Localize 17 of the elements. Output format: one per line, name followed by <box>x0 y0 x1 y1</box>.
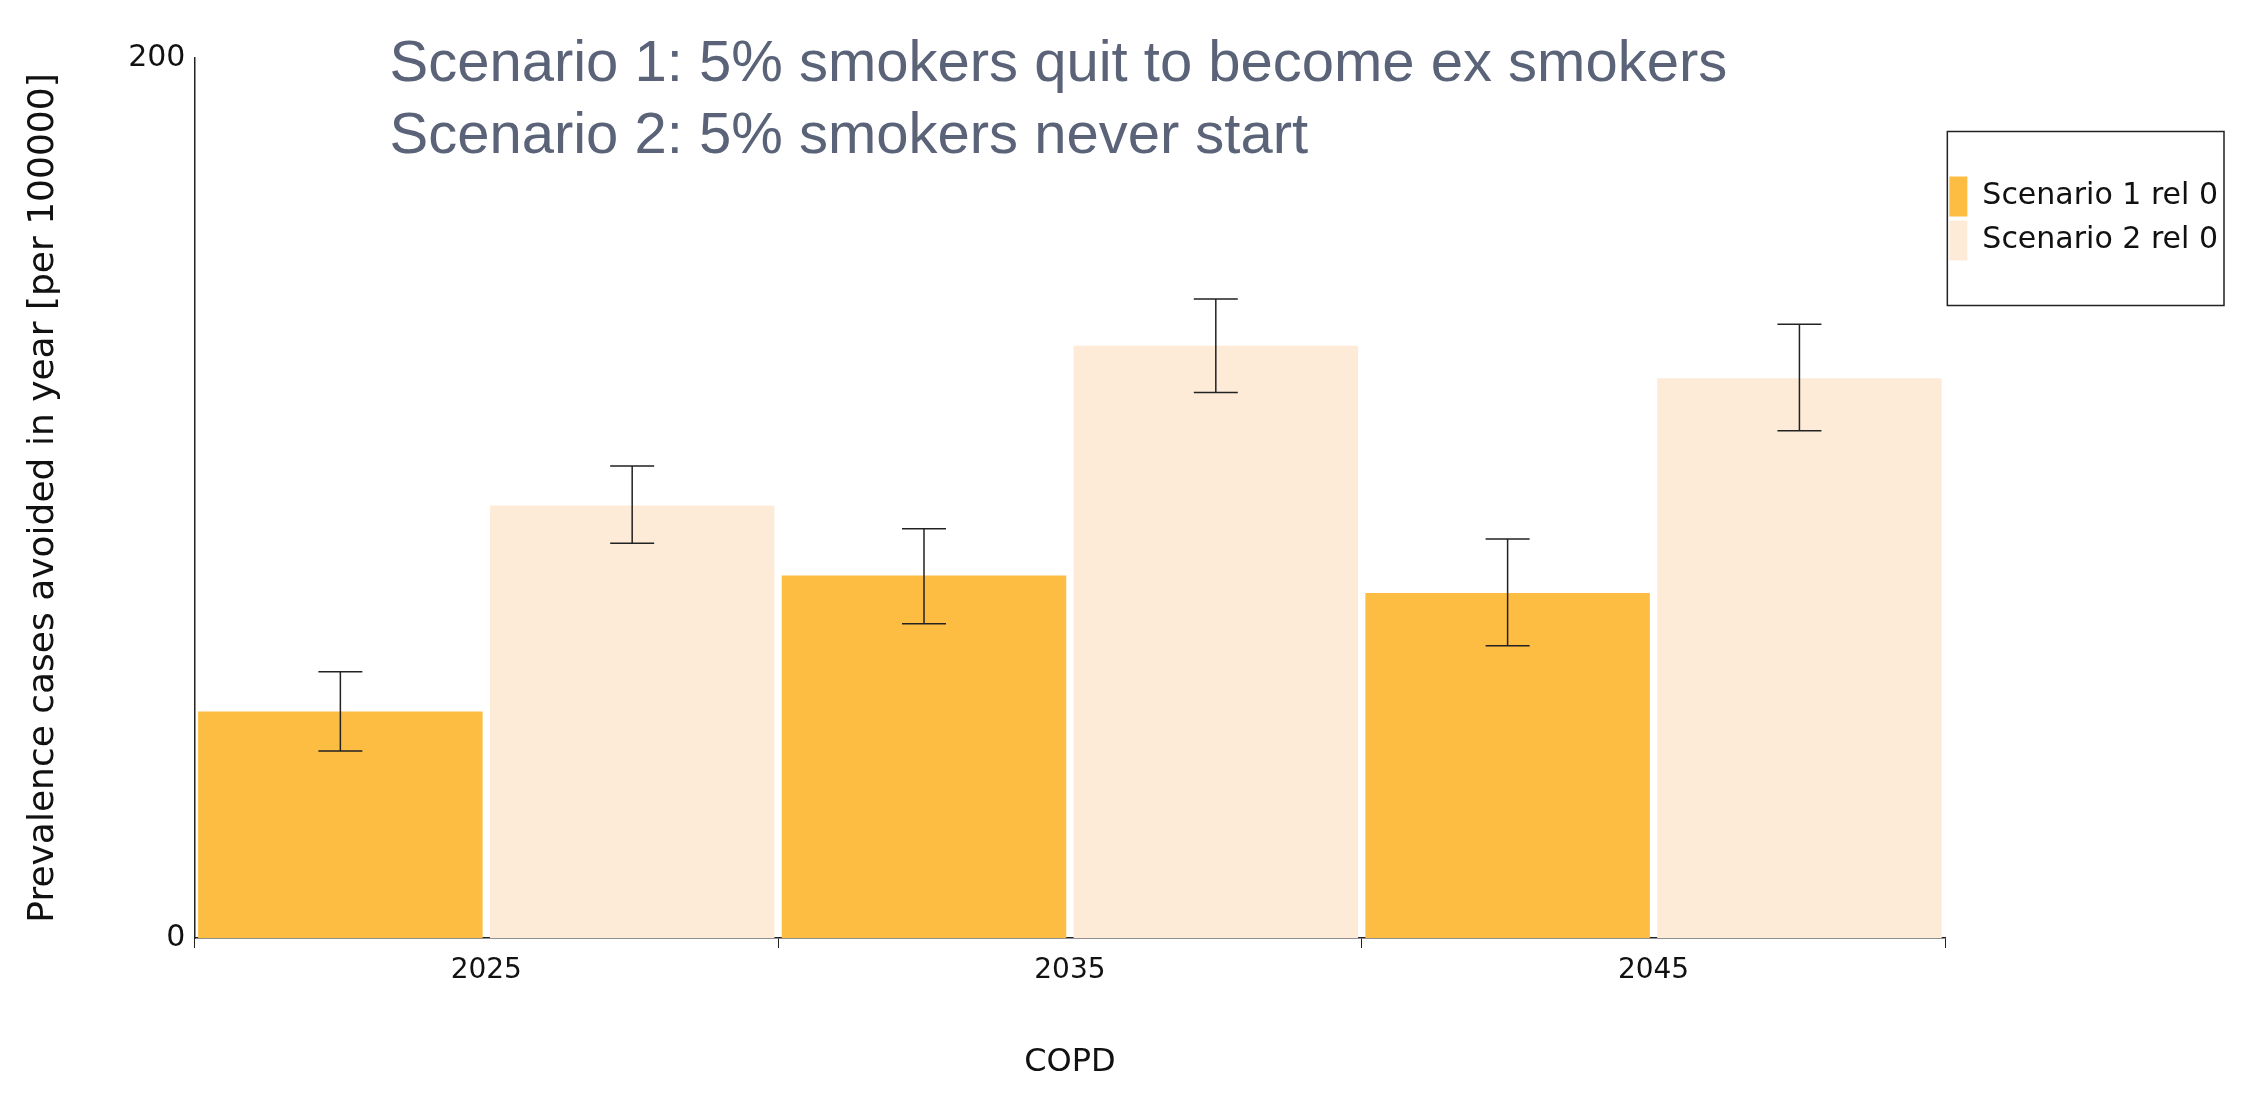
bar <box>1657 378 1942 938</box>
y-tick-label: 200 <box>128 37 186 73</box>
bar <box>1365 593 1650 938</box>
x-axis-title: COPD <box>1024 1041 1116 1080</box>
x-tick-label: 2035 <box>1034 952 1106 986</box>
text: Scenario 2: 5% smokers never start <box>389 100 1309 165</box>
y-tick-label: 0 <box>166 917 186 953</box>
bar <box>489 505 775 938</box>
chart-title: Scenario 1: 5% smokers quit to become ex smokers <box>389 28 1728 93</box>
y-axis-title: Prevalence cases avoided in year [per 100000] <box>19 73 61 923</box>
bar <box>781 575 1067 938</box>
x-tick-label: 2045 <box>1617 952 1690 986</box>
legend-label: Scenario 2 rel 0 <box>1982 220 2219 256</box>
x-tick-label: 2025 <box>450 952 522 986</box>
legend-label: Scenario 1 rel 0 <box>1982 176 2219 212</box>
bar <box>1073 345 1359 938</box>
bar <box>198 711 483 938</box>
